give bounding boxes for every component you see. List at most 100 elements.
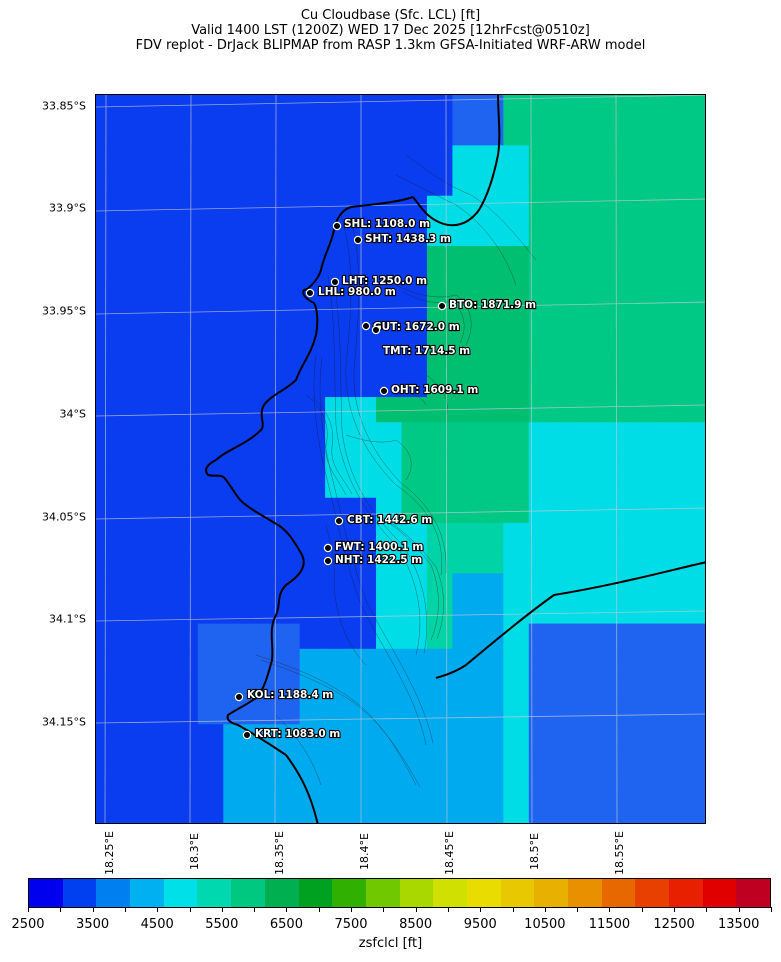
grid-cell [401,623,428,650]
grid-cell [528,774,555,801]
grid-cell [401,673,428,700]
lon-label: 18.45°E [443,831,456,875]
colorbar-segment [298,879,333,907]
lat-label: 34.1°S [49,612,86,626]
lat-label: 34°S [59,407,86,421]
grid-cell [528,271,555,297]
grid-cell [630,799,657,823]
grid-cell [579,598,606,625]
grid-cell [528,548,555,574]
grid-cell [656,346,683,373]
grid-cell [656,397,683,423]
grid-cell [299,346,326,373]
grid-cell [503,371,530,398]
grid-cell [96,371,123,398]
grid-cell [401,774,428,801]
grid-cell [630,673,657,700]
colorbar-label: zsfclcl [ft] [358,936,423,951]
grid-cell [656,321,683,348]
lon-label: 18.55°E [613,831,626,875]
grid-cell [172,170,199,197]
grid-cell [528,321,555,348]
grid-cell [503,724,530,751]
grid-cell [274,397,301,423]
grid-cell [528,422,555,449]
grid-cell [96,220,123,247]
grid-cell [325,749,352,776]
grid-cell [274,271,301,297]
grid-cell [656,623,683,650]
grid-cell [325,321,352,348]
grid-cell [656,472,683,499]
grid-cell [401,447,428,474]
colorbar-tick-label: 11500 [588,917,631,932]
grid-cell [121,120,148,146]
grid-cell [401,422,428,449]
grid-cell [452,749,479,776]
grid-cell [579,371,606,398]
grid-cell [96,749,123,776]
grid-cell [248,522,275,549]
grid-cell [146,497,173,524]
colorbar-tick-mark [28,907,29,912]
grid-cell [554,548,581,574]
grid-cell [503,598,530,625]
grid-cell [681,170,705,197]
grid-cell [248,447,275,474]
grid-cell [96,195,123,222]
grid-cell [579,497,606,524]
grid-cell [121,321,148,348]
grid-cell [299,145,326,172]
grid-cell [452,447,479,474]
grid-cell [223,296,250,323]
grid-cell [172,422,199,449]
grid-cell [325,598,352,625]
grid-cell [401,371,428,398]
grid-cell [401,699,428,725]
grid-cell [325,170,352,197]
grid-cell [656,699,683,725]
grid-cell [554,623,581,650]
grid-cell [681,548,705,574]
grid-cell [528,673,555,700]
grid-cell [172,145,199,172]
grid-cell [503,346,530,373]
station-marker-sht [353,235,363,245]
grid-cell [656,573,683,600]
grid-cell [223,120,250,146]
grid-cell [248,170,275,197]
grid-cell [96,522,123,549]
colorbar-tick-label: 13500 [718,917,760,932]
grid-cell [248,548,275,574]
grid-cell [325,699,352,725]
grid-cell [248,145,275,172]
grid-cell [248,774,275,801]
grid-cell [528,397,555,423]
station-marker-tmt [371,325,381,335]
colorbar-tick-label: 2500 [11,917,45,932]
grid-cell [605,120,632,146]
grid-cell [630,271,657,297]
grid-cell [121,220,148,247]
grid-cell [96,774,123,801]
grid-cell [503,246,530,272]
grid-cell [426,271,454,297]
grid-cell [197,799,224,823]
colorbar-segment [500,879,535,907]
grid-cell [274,170,301,197]
grid-cell [681,422,705,449]
grid-cell [426,321,454,348]
grid-cell [452,371,479,398]
colorbar-segment [96,879,131,907]
grid-cell [172,95,199,121]
station-label-tmt: TMT: 1714.5 m [383,345,470,357]
grid-cell [554,371,581,398]
grid-cell [681,749,705,776]
grid-cell [605,699,632,725]
grid-cell [477,371,504,398]
grid-cell [656,673,683,700]
colorbar-tick-mark [609,907,611,912]
grid-cell [477,522,504,549]
grid-cell [477,271,504,297]
